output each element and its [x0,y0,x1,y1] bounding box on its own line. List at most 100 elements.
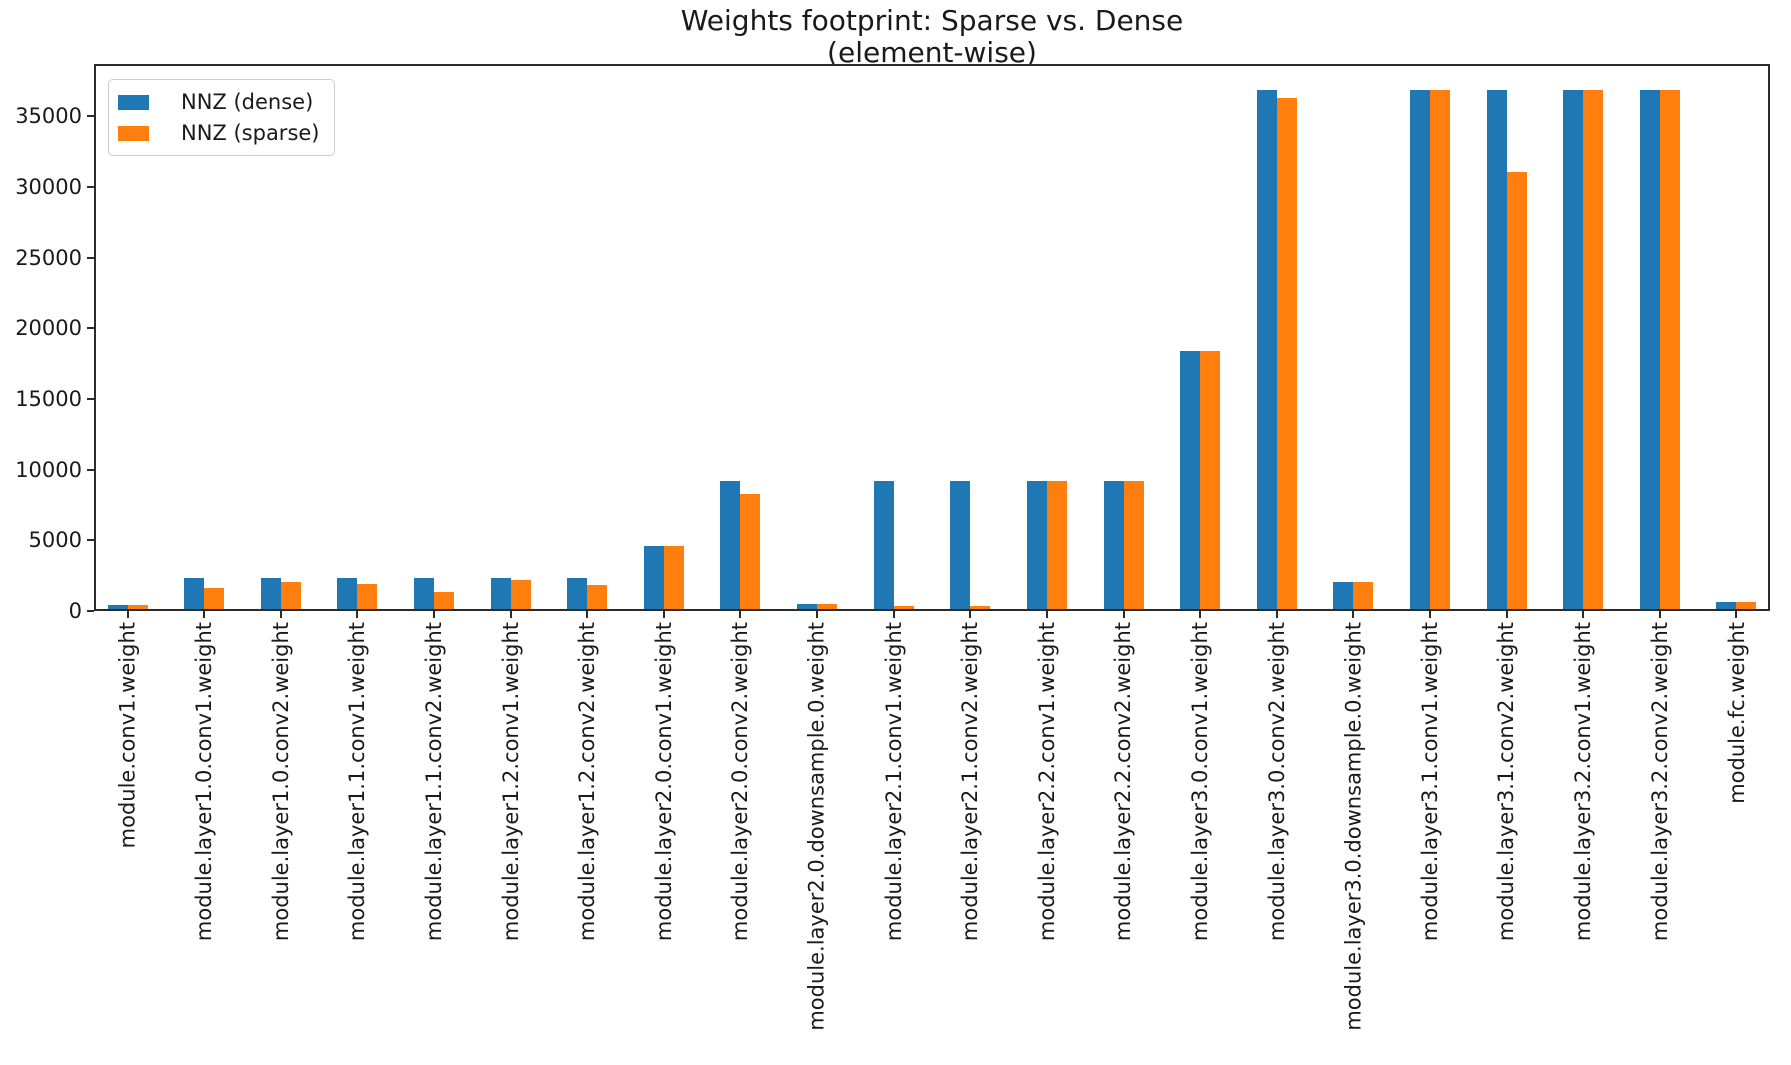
legend-swatch-sparse [118,125,149,141]
x-tick-mark [433,611,436,618]
bar-sparse [1200,350,1221,609]
bar-dense [1026,480,1047,609]
x-tick-mark [1735,611,1738,618]
x-tick-label-text: module.layer3.2.conv2.weight [1647,622,1672,942]
y-tick-label: 20000 [15,316,82,341]
x-tick-mark [1582,611,1585,618]
bar-sparse [1353,582,1374,609]
x-tick-label-text: module.layer3.1.conv1.weight [1417,622,1442,942]
x-tick-label-text: module.layer1.2.conv2.weight [575,622,600,942]
bar-dense [1333,582,1354,609]
y-tick-mark [87,468,94,471]
x-tick-label-text: module.layer1.0.conv1.weight [192,622,217,942]
x-tick-label-text: module.layer2.2.conv2.weight [1111,622,1136,942]
x-tick-mark [1275,611,1278,618]
x-tick-mark [816,611,819,618]
x-tick-mark [1505,611,1508,618]
bar-dense [260,578,281,609]
bar-sparse [587,584,608,609]
bar-dense [1256,90,1277,609]
y-tick-mark [87,610,94,612]
x-tick-mark [1428,611,1431,618]
bar-sparse [893,605,914,609]
bar-sparse [357,583,378,609]
legend-swatch-dense [118,94,149,110]
bar-sparse [817,603,838,609]
y-tick-label: 0 [68,599,82,623]
x-tick-mark [662,611,665,618]
x-tick-mark [509,611,512,618]
bar-dense [1563,90,1584,609]
x-tick-mark [1122,611,1125,618]
chart-title: Weights footprint: Sparse vs. Dense [680,4,1184,37]
x-tick-mark [1352,611,1355,618]
legend: NNZ (dense) NNZ (sparse) [108,79,335,156]
bar-sparse [1506,171,1527,609]
bar-dense [1639,90,1660,609]
legend-label-dense: NNZ (dense) [181,90,314,114]
bar-sparse [1736,601,1757,609]
bar-sparse [1659,90,1680,609]
bar-dense [873,480,894,609]
x-tick-label-text: module.layer1.0.conv2.weight [268,622,293,942]
y-tick-label: 10000 [15,457,82,482]
bar-sparse [663,545,684,609]
bar-dense [1180,350,1201,609]
bar-sparse [204,588,225,609]
bar-dense [337,578,358,609]
x-tick-label-text: module.layer3.1.conv2.weight [1494,622,1519,942]
bar-dense [1486,90,1507,609]
legend-label-sparse: NNZ (sparse) [181,121,320,145]
x-tick-mark [892,611,895,618]
bar-sparse [1276,98,1297,609]
x-tick-label-text: module.layer2.0.conv2.weight [728,622,753,942]
y-tick-mark [87,539,94,542]
y-tick-label: 5000 [28,528,82,553]
x-tick-mark [1658,611,1661,618]
y-tick-mark [87,398,94,401]
x-tick-mark [279,611,282,618]
x-tick-label-text: module.layer1.1.conv2.weight [422,622,447,942]
x-tick-label-text: module.layer2.1.conv1.weight [881,622,906,942]
x-tick-mark [356,611,359,618]
x-tick-mark [969,611,972,618]
bar-sparse [1046,480,1067,609]
x-tick-label-text: module.layer2.2.conv1.weight [1034,622,1059,942]
bar-dense [1409,90,1430,609]
y-tick-mark [87,186,94,189]
y-tick-label: 25000 [15,245,82,270]
bar-dense [643,545,664,609]
bar-sparse [970,605,991,609]
bar-dense [107,604,128,609]
x-tick-mark [586,611,589,618]
x-tick-mark [739,611,742,618]
y-tick-mark [87,256,94,259]
bar-dense [1716,601,1737,609]
y-tick-label: 15000 [15,387,82,412]
bar-sparse [127,604,148,609]
bar-sparse [434,591,455,609]
y-tick-mark [87,327,94,330]
bar-dense [567,578,588,609]
bar-sparse [1583,90,1604,609]
bar-sparse [280,581,301,609]
bar-dense [720,480,741,609]
x-tick-label-text: module.conv1.weight [115,622,140,849]
bar-dense [490,578,511,609]
bar-sparse [1429,90,1450,609]
x-tick-mark [1045,611,1048,618]
x-tick-label-text: module.layer2.0.conv1.weight [651,622,676,942]
legend-item-sparse: NNZ (sparse) [118,120,320,146]
x-tick-label-text: module.layer3.0.conv2.weight [1264,622,1289,942]
bar-sparse [740,493,761,609]
x-tick-label-text: module.fc.weight [1724,622,1749,804]
x-tick-label-text: module.layer1.1.conv1.weight [345,622,370,942]
x-tick-label-text: module.layer2.1.conv2.weight [958,622,983,942]
bar-dense [1103,480,1124,609]
x-tick-mark [126,611,129,618]
x-tick-label-text: module.layer2.0.downsample.0.weight [805,622,830,1031]
plot-area: NNZ (dense) NNZ (sparse) [94,64,1770,611]
x-tick-label-text: module.layer3.0.downsample.0.weight [1341,622,1366,1031]
bar-dense [184,578,205,609]
x-tick-label-text: module.layer1.2.conv1.weight [498,622,523,942]
